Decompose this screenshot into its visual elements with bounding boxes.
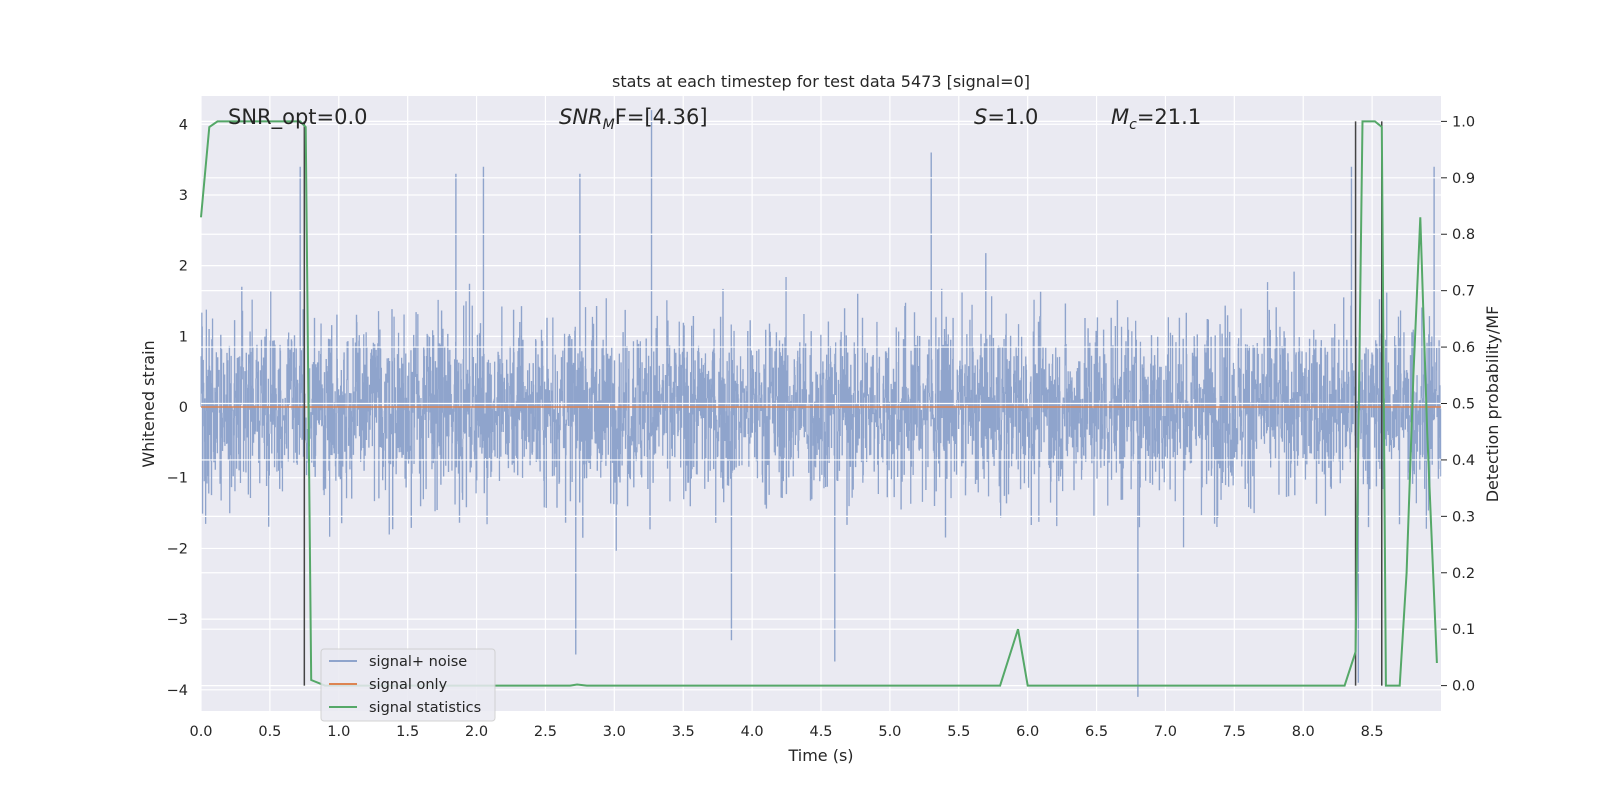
x-tick-label: 5.0 [878,724,901,740]
x-tick-label: 7.0 [1154,724,1177,740]
signal-statistics-line [200,120,1438,687]
annotation-s: S=1.0 [974,105,1038,129]
x-tick-label: 2.5 [534,724,557,740]
legend-label-signal: signal only [369,677,448,693]
legend: signal+ noise signal only signal statist… [320,648,496,722]
y-left-tick-label: −4 [167,683,188,699]
x-tick-label: 8.5 [1361,724,1384,740]
annotation-snr-opt: SNR_opt=0.0 [228,105,368,130]
legend-label-stats: signal statistics [369,700,481,716]
x-tick-label: 2.0 [465,724,488,740]
legend-box [320,648,496,722]
annotation-mc: Mc=21.1 [1111,105,1201,133]
y-right-tick-label: 0.9 [1452,171,1475,187]
y-right-tick-label: 0.7 [1452,284,1475,300]
x-tick-label: 5.5 [947,724,970,740]
x-axis-label: Time (s) [787,746,853,765]
y-right-tick-label: 0.3 [1452,509,1475,525]
y-left-tick-label: −3 [167,612,188,628]
signal-plus-noise-series [200,110,1442,697]
y-left-tick-label: 2 [179,259,188,275]
y-left-tick-label: 4 [179,117,188,133]
y-left-tick-label: 1 [179,329,188,345]
x-tick-label: 1.0 [327,724,350,740]
y-right-tick-label: 0.8 [1452,227,1475,243]
y-right-tick-label: 0.6 [1452,340,1475,356]
x-tick-label: 3.0 [603,724,626,740]
x-tick-label: 6.0 [1016,724,1039,740]
signal-statistics-series [200,120,1438,687]
tick-layer: 0.0 0.5 1.0 1.5 2.0 2.5 3.0 3.5 4.0 4.5 5.0 5.5 6.0 6… [167,114,1475,740]
noise-trace [200,253,1442,551]
x-tick-label: 7.5 [1223,724,1246,740]
x-tick-label: 6.5 [1085,724,1108,740]
annotation-snr-mf: SNRMF=[4.36] [559,105,708,133]
y-right-tick-label: 0.4 [1452,453,1475,469]
y-left-tick-label: −2 [167,541,188,557]
y-axis-right-label: Detection probability/MF [1483,306,1502,503]
x-tick-label: 8.0 [1292,724,1315,740]
y-left-tick-label: 0 [179,400,188,416]
x-tick-label: 1.5 [396,724,419,740]
chart-title: stats at each timestep for test data 547… [612,72,1030,91]
y-right-tick-label: 0.0 [1452,679,1475,695]
x-tick-label: 4.0 [741,724,764,740]
x-tick-label: 4.5 [809,724,832,740]
x-tick-label: 0.5 [258,724,281,740]
x-tick-label: 0.0 [189,724,212,740]
y-right-tick-label: 0.1 [1452,622,1475,638]
y-right-tick-label: 0.5 [1452,397,1475,413]
y-left-tick-label: 3 [179,188,188,204]
legend-label-noise: signal+ noise [369,654,467,670]
x-tick-label: 3.5 [672,724,695,740]
y-right-tick-label: 0.2 [1452,566,1475,582]
y-axis-left-label: Whitened strain [139,340,158,467]
y-left-tick-label: −1 [167,471,188,487]
y-right-tick-label: 1.0 [1452,114,1475,130]
